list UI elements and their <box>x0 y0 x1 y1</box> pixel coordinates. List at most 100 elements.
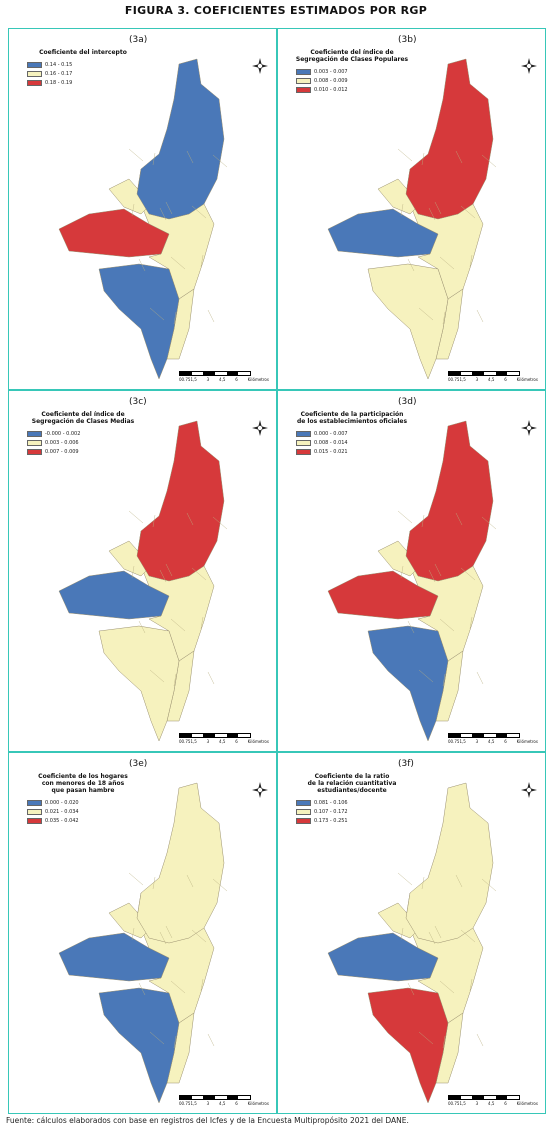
locality-line <box>407 620 415 634</box>
zone-west <box>327 932 439 982</box>
legend-label: 0.18 - 0.19 <box>45 79 73 86</box>
map-panel-3a: (3a) Coeficiente del intercepto 0.14 - 0.1… <box>8 28 277 390</box>
locality-line <box>128 872 144 886</box>
legend-item: 0.107 - 0.172 <box>296 807 348 816</box>
locality-line <box>138 620 146 634</box>
locality-line <box>439 618 455 632</box>
map-panel-3d: (3d) Coeficiente de la participación de lo… <box>277 390 546 752</box>
scale-bar: 00.751,5 3 4,5 6 Kilómetros <box>179 371 269 382</box>
legend-swatch <box>296 439 311 446</box>
locality-line <box>165 201 173 215</box>
locality-line <box>476 671 484 685</box>
locality-line <box>173 311 177 325</box>
legend-title: Coeficiente del intercepto <box>39 49 127 56</box>
legend: 0.003 - 0.007 0.008 - 0.009 0.010 - 0.012 <box>296 67 348 94</box>
locality-line <box>159 569 167 583</box>
locality-line <box>152 514 156 528</box>
locality-line <box>400 565 404 579</box>
locality-line <box>186 512 194 526</box>
locality-line <box>186 874 194 888</box>
legend-item: 0.008 - 0.009 <box>296 76 348 85</box>
legend-swatch <box>296 68 311 75</box>
locality-line <box>149 307 165 321</box>
legend: 0.081 - 0.106 0.107 - 0.172 0.173 - 0.251 <box>296 798 348 825</box>
legend-label: 0.015 - 0.021 <box>314 448 348 455</box>
locality-line <box>207 671 215 685</box>
legend: -0.000 - 0.002 0.003 - 0.006 0.007 - 0.009 <box>27 429 80 456</box>
scale-bar: 00.751,5 3 4,5 6 Kilómetros <box>448 1095 538 1106</box>
zone-south <box>98 987 180 1104</box>
north-arrow-icon <box>252 58 268 74</box>
locality-line <box>400 203 404 217</box>
locality-line <box>149 669 165 683</box>
locality-line <box>455 150 463 164</box>
legend-item: 0.16 - 0.17 <box>27 69 72 78</box>
legend-label: -0.000 - 0.002 <box>45 430 81 437</box>
locality-line <box>131 203 135 217</box>
locality-line <box>476 1033 484 1047</box>
locality-line <box>428 931 436 945</box>
north-arrow-icon <box>521 782 537 798</box>
locality-line <box>421 152 425 166</box>
zone-west <box>58 570 170 620</box>
locality-line <box>397 148 413 162</box>
legend-label: 0.035 - 0.042 <box>45 817 79 824</box>
locality-line <box>170 256 186 270</box>
legend-item: 0.015 - 0.021 <box>296 447 348 456</box>
locality-line <box>191 205 207 219</box>
locality-line <box>469 978 473 992</box>
zone-north <box>405 782 494 944</box>
locality-line <box>128 510 144 524</box>
locality-line <box>152 152 156 166</box>
panel-label: (3b) <box>398 35 417 45</box>
locality-line <box>207 1033 215 1047</box>
zone-south <box>98 263 180 380</box>
locality-line <box>481 516 497 530</box>
figure-title: FIGURA 3. COEFICIENTES ESTIMADOS POR RGP <box>124 4 428 17</box>
north-arrow-icon <box>521 58 537 74</box>
locality-line <box>442 673 446 687</box>
legend-swatch <box>27 430 42 437</box>
locality-line <box>442 1035 446 1049</box>
legend-item: 0.173 - 0.251 <box>296 816 348 825</box>
locality-line <box>170 980 186 994</box>
legend-swatch <box>27 61 42 68</box>
locality-line <box>455 512 463 526</box>
locality-line <box>131 927 135 941</box>
legend-item: 0.007 - 0.009 <box>27 447 80 456</box>
legend-item: 0.010 - 0.012 <box>296 85 348 94</box>
locality-line <box>407 982 415 996</box>
legend-label: 0.008 - 0.009 <box>314 77 348 84</box>
north-arrow-icon <box>521 420 537 436</box>
locality-line <box>442 311 446 325</box>
legend: 0.000 - 0.007 0.008 - 0.014 0.015 - 0.021 <box>296 429 348 456</box>
locality-line <box>138 982 146 996</box>
locality-line <box>207 309 215 323</box>
scale-bar: 00.751,5 3 4,5 6 Kilómetros <box>448 733 538 744</box>
legend-label: 0.16 - 0.17 <box>45 70 73 77</box>
legend-item: 0.18 - 0.19 <box>27 78 72 87</box>
legend-label: 0.000 - 0.007 <box>314 430 348 437</box>
legend-swatch <box>27 79 42 86</box>
legend-item: 0.14 - 0.15 <box>27 60 72 69</box>
locality-line <box>212 878 228 892</box>
zone-north <box>136 58 225 220</box>
locality-line <box>200 978 204 992</box>
legend-label: 0.021 - 0.034 <box>45 808 79 815</box>
locality-line <box>200 616 204 630</box>
legend-label: 0.008 - 0.014 <box>314 439 348 446</box>
locality-line <box>418 1031 434 1045</box>
locality-line <box>421 514 425 528</box>
map-panel-3f: (3f) Coeficiente de la ratio de la relació… <box>277 752 546 1114</box>
locality-line <box>186 150 194 164</box>
zone-south <box>367 987 449 1104</box>
locality-line <box>165 925 173 939</box>
legend-item: 0.003 - 0.006 <box>27 438 80 447</box>
zone-west <box>327 208 439 258</box>
locality-line <box>191 567 207 581</box>
legend: 0.000 - 0.020 0.021 - 0.034 0.035 - 0.042 <box>27 798 79 825</box>
legend-swatch <box>27 817 42 824</box>
locality-line <box>455 874 463 888</box>
legend-swatch <box>27 70 42 77</box>
locality-line <box>407 258 415 272</box>
